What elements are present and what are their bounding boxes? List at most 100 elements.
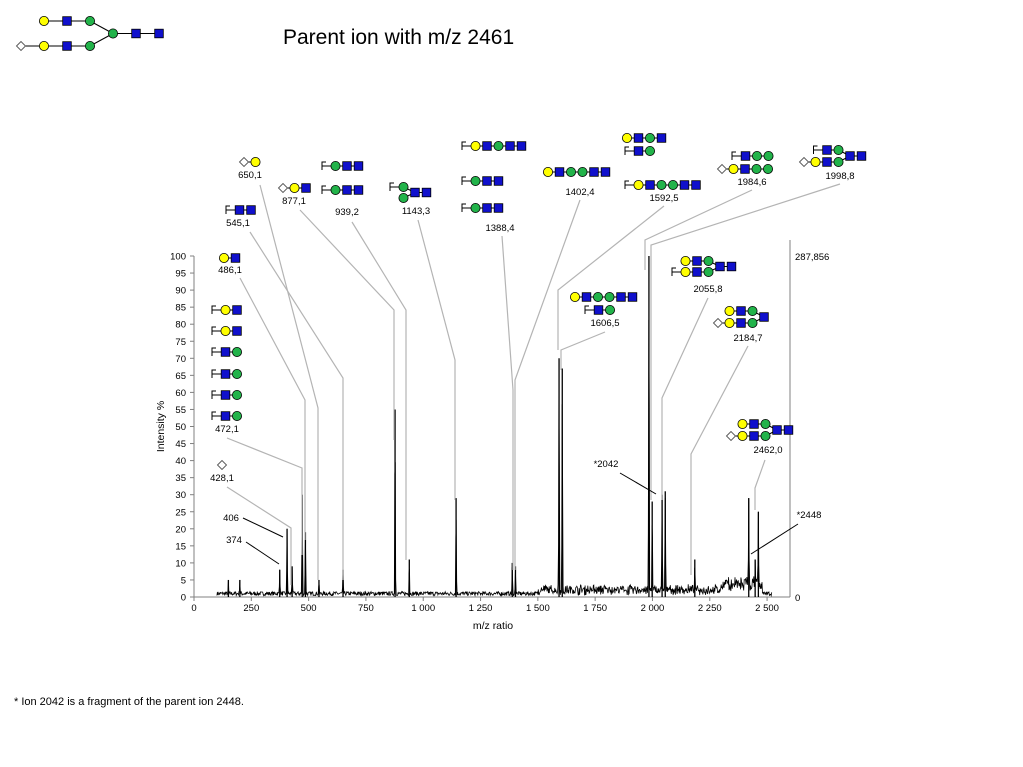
green-circle-icon (645, 132, 656, 143)
x-tick-label: 1 500 (526, 603, 550, 614)
blue-square-icon (554, 167, 565, 177)
green-circle-icon (231, 389, 242, 400)
glycan-structure-4281 (216, 459, 228, 471)
peak-label: 472,1 (215, 424, 239, 435)
blue-square-icon (581, 292, 592, 302)
y-tick-label: 15 (175, 541, 186, 552)
peak-label: 1998,8 (825, 171, 854, 182)
green-circle-icon (833, 144, 844, 155)
fucose-flag-icon (624, 146, 629, 155)
green-circle-icon (703, 255, 714, 266)
blue-square-icon (493, 203, 504, 213)
yellow-circle-icon (633, 179, 644, 190)
blue-square-icon (726, 261, 737, 272)
green-circle-icon (85, 41, 96, 52)
blue-square-icon (482, 176, 492, 186)
leader-line (417, 219, 456, 500)
y-tick-label: 65 (175, 371, 186, 382)
y-tick-label: 75 (175, 337, 186, 348)
leader-line (650, 183, 841, 500)
green-circle-icon (231, 346, 242, 357)
leader-line (226, 437, 303, 555)
peak-label: 1606,5 (590, 318, 619, 329)
green-circle-icon (231, 368, 242, 379)
peak-label: 2055,8 (693, 284, 722, 295)
fucose-flag-icon (211, 369, 216, 378)
blue-square-icon (656, 133, 667, 143)
blue-square-icon (246, 205, 256, 215)
blue-square-icon (131, 28, 141, 39)
blue-square-icon (736, 306, 746, 316)
green-circle-icon (566, 166, 577, 177)
x-tick-label: 1 000 (411, 603, 435, 614)
leader-line (557, 205, 665, 350)
blue-square-icon (410, 187, 420, 198)
leader-line (245, 541, 280, 565)
green-circle-icon (398, 192, 409, 203)
leader-line (661, 297, 709, 500)
yellow-circle-icon (737, 430, 748, 441)
green-circle-icon (760, 430, 771, 441)
white-diamond-icon (277, 182, 289, 194)
parent-glycan-structure (15, 15, 164, 52)
blue-square-icon (234, 205, 245, 215)
glycan-structure-8771 (277, 182, 311, 194)
green-circle-icon (330, 160, 341, 171)
x-tick-label: 2 250 (698, 603, 722, 614)
x-tick-label: 0 (191, 603, 196, 614)
fucose-flag-icon (225, 205, 230, 214)
green-circle-icon (751, 163, 762, 174)
yellow-circle-icon (470, 140, 481, 151)
green-circle-icon (747, 317, 758, 328)
blue-square-icon (62, 16, 72, 26)
leader-line (242, 517, 284, 538)
footnote: * Ion 2042 is a fragment of the parent i… (14, 696, 244, 708)
blue-square-icon (692, 256, 702, 266)
peak-label: 406 (223, 513, 239, 524)
peak-label: 428,1 (210, 473, 234, 484)
peak-label: 374 (226, 535, 242, 546)
blue-square-icon (220, 390, 231, 400)
blue-square-icon (736, 318, 746, 328)
x-tick-label: 2 000 (641, 603, 665, 614)
green-circle-icon (645, 145, 656, 156)
blue-square-icon (342, 185, 352, 195)
glycan-structure-13884 (461, 140, 527, 213)
green-circle-icon (703, 266, 714, 277)
peak-label: 2462,0 (753, 445, 782, 456)
x-tick-label: 2 500 (755, 603, 779, 614)
blue-square-icon (633, 133, 644, 143)
glycan-structure-16065 (570, 291, 638, 315)
yellow-circle-icon (570, 291, 581, 302)
blue-square-icon (822, 145, 832, 155)
y-tick-label: 20 (175, 524, 186, 535)
green-circle-icon (605, 304, 616, 315)
right-axis-min-label: 0 (795, 593, 800, 604)
peak-label: 939,2 (335, 207, 359, 218)
fucose-flag-icon (211, 411, 216, 420)
blue-square-icon (627, 292, 638, 302)
green-circle-icon (470, 175, 481, 186)
green-circle-icon (108, 28, 119, 39)
blue-square-icon (220, 369, 231, 379)
yellow-circle-icon (218, 252, 229, 263)
fucose-flag-icon (461, 203, 466, 212)
glycan-structure-19988 (798, 144, 867, 168)
white-diamond-icon (238, 156, 250, 168)
green-circle-icon (330, 184, 341, 195)
fucose-flag-icon (211, 347, 216, 356)
fucose-flag-icon (624, 180, 629, 189)
x-tick-label: 1 250 (469, 603, 493, 614)
blue-square-icon (516, 141, 527, 151)
blue-square-icon (645, 180, 655, 190)
spectrum-line (216, 319, 773, 598)
y-tick-label: 90 (175, 286, 186, 297)
blue-square-icon (230, 253, 241, 263)
yellow-circle-icon (724, 317, 735, 328)
green-circle-icon (493, 140, 504, 151)
green-circle-icon (747, 305, 758, 316)
green-circle-icon (752, 150, 763, 161)
x-axis-label: m/z ratio (473, 620, 513, 632)
green-circle-icon (398, 181, 409, 192)
leader-line (351, 221, 407, 560)
